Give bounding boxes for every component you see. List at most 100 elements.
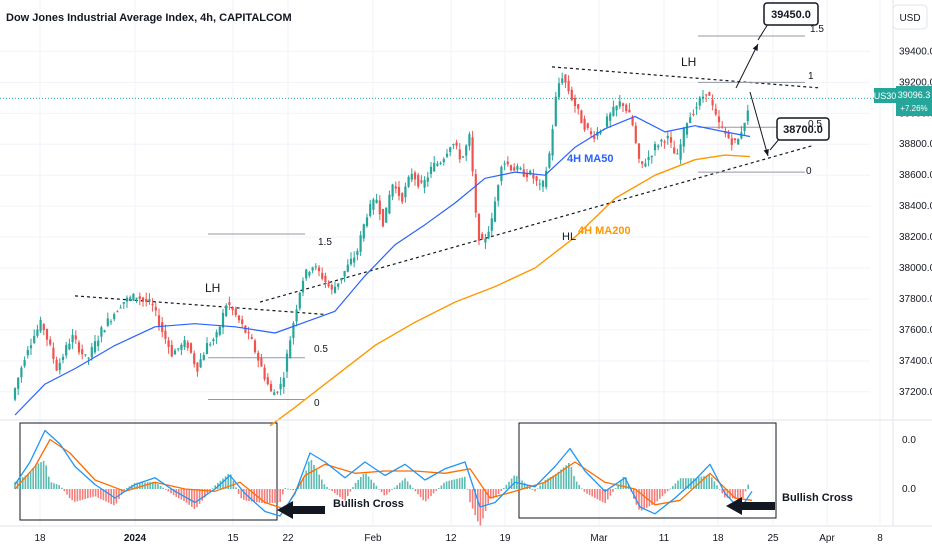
candle-body (228, 302, 231, 305)
macd-histogram-bar (193, 489, 196, 509)
macd-histogram-bar (404, 478, 406, 489)
candle-body (337, 283, 340, 287)
macd-tick-label: 0.0 (902, 435, 916, 446)
macd-histogram-bar (575, 481, 578, 489)
candle-body (429, 166, 433, 174)
symbol-tag-text: US30 (874, 91, 897, 101)
candle-body (273, 392, 276, 396)
candle-body (471, 137, 474, 172)
macd-histogram-bar (456, 478, 458, 489)
candle-body (746, 110, 749, 122)
candle-body (250, 337, 253, 339)
macd-histogram-bar (406, 481, 409, 489)
candle-body (500, 166, 503, 182)
ma200-line (269, 154, 751, 427)
macd-histogram-bar (211, 488, 214, 490)
candle-body (381, 208, 385, 227)
macd-histogram-bar (583, 489, 586, 492)
macd-histogram-bar (295, 489, 297, 490)
fib-right-0-5: 0.5 (808, 119, 822, 130)
candle-body (225, 305, 228, 317)
macd-histogram-bar (581, 488, 583, 490)
candle-body (541, 180, 545, 187)
candle-body (119, 307, 122, 309)
candle-body (330, 284, 333, 290)
candle-body (493, 201, 497, 222)
macd-histogram-bar (682, 478, 684, 489)
macd-pane (14, 429, 753, 526)
macd-histogram-bar (102, 489, 105, 501)
price-tick-label: 38200.0 (899, 232, 932, 243)
candle-body (129, 297, 132, 299)
projection-arrow-down (749, 91, 769, 157)
macd-histogram-bar (536, 488, 539, 490)
annotations (277, 23, 781, 519)
candle-body (535, 176, 538, 181)
candle-body (81, 349, 84, 355)
candle-body (189, 343, 193, 353)
candle-body (183, 340, 186, 348)
macd-histogram-bar (227, 473, 229, 489)
candle-body (708, 92, 711, 96)
candle-body (637, 143, 641, 159)
macd-histogram-bar (22, 477, 24, 489)
candle-body (385, 207, 388, 223)
candle-body (737, 139, 740, 145)
macd-histogram-bar (422, 489, 424, 501)
candle-body (215, 332, 218, 338)
candle-body (186, 342, 189, 348)
candle-body (314, 266, 317, 268)
candle-body (743, 122, 746, 131)
last-price-change: +7.26% (900, 104, 927, 113)
macd-histogram-bar (68, 489, 71, 499)
candle-body (87, 357, 90, 359)
candle-body (241, 319, 244, 324)
bullish-cross-label-2: Bullish Cross (782, 492, 853, 504)
candle-body (93, 341, 97, 353)
macd-histogram-bar (643, 489, 645, 510)
candle-body (474, 174, 477, 213)
lh-label-left: LH (205, 281, 220, 295)
candle-body (196, 362, 199, 372)
currency-button[interactable] (892, 4, 928, 30)
candle-body (519, 168, 522, 170)
candle-body (391, 184, 394, 197)
candle-body (369, 204, 372, 216)
fib-left-0: 0 (314, 398, 320, 409)
candle-body (465, 145, 468, 156)
macd-histogram-bar (334, 489, 336, 494)
candle-body (36, 329, 39, 336)
candle-body (660, 139, 663, 142)
macd-histogram-bar (360, 476, 362, 489)
candles (13, 72, 749, 402)
macd-histogram-bar (703, 476, 705, 489)
macd-histogram-bar (388, 489, 391, 493)
macd-histogram-bar (521, 480, 523, 489)
candle-body (567, 81, 570, 92)
target-high-callout: 39450.0 (763, 2, 819, 26)
currency-label: USD (899, 13, 920, 24)
candle-body (442, 159, 445, 163)
time-tick-label: 22 (282, 533, 294, 544)
macd-histogram-bar (588, 489, 591, 496)
macd-histogram-bar (438, 488, 440, 489)
time-tick-label: 12 (445, 533, 457, 544)
macd-histogram-bar (508, 481, 510, 489)
candle-body (346, 264, 349, 272)
projection-arrow-down-head (763, 149, 769, 156)
candle-body (497, 185, 500, 201)
candle-body (407, 176, 410, 187)
candle-body (631, 116, 634, 126)
candle-body (650, 155, 653, 158)
fib-left-0-5: 0.5 (314, 344, 328, 355)
fib-right-0: 0 (806, 166, 812, 177)
macd-histogram-bar (607, 489, 609, 500)
candle-body (439, 162, 442, 164)
target-low-text: 38700.0 (783, 124, 823, 136)
candle-body (20, 367, 23, 378)
macd-histogram-bar (430, 489, 432, 497)
macd-histogram-bar (152, 481, 154, 489)
macd-histogram-bar (549, 476, 552, 489)
macd-histogram-bar (409, 484, 411, 489)
macd-histogram-bar (370, 479, 372, 489)
